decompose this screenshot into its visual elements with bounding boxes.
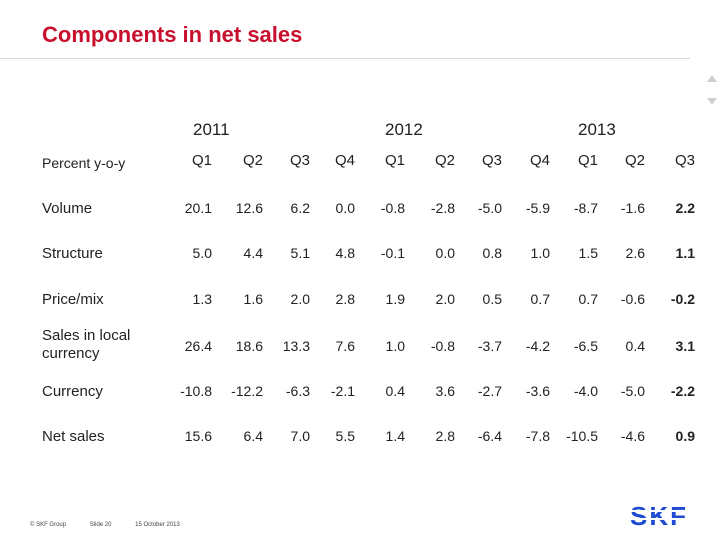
footer-company: © SKF Group [30, 522, 67, 528]
table-cell: 1.6 [243, 291, 263, 307]
table-cell: -6.3 [285, 383, 310, 399]
quarter-header: Q1 [577, 152, 598, 169]
quarter-header: Q4 [334, 152, 355, 169]
table-cell: -2.2 [670, 383, 695, 399]
table-cell: 0.7 [530, 291, 550, 307]
quarter-header: Q4 [529, 152, 550, 169]
table-cell: 13.3 [282, 338, 310, 354]
quarter-header: Q2 [624, 152, 645, 169]
table-cell: -0.2 [670, 291, 695, 307]
logo-text: SKF [630, 503, 688, 529]
table-cell: -0.8 [380, 200, 405, 216]
table-cell: -0.8 [430, 338, 455, 354]
title-divider [0, 58, 690, 59]
quarter-header: Q3 [289, 152, 310, 169]
quarter-header: Q3 [674, 152, 695, 169]
page-title: Components in net sales [42, 22, 303, 47]
table-cell: 6.4 [243, 428, 263, 444]
table-cell: 0.0 [435, 245, 455, 261]
table-cell: -1.6 [620, 200, 645, 216]
table-cell: -4.2 [525, 338, 550, 354]
table-cell: 0.4 [385, 383, 405, 399]
chevron-up-icon [707, 75, 717, 82]
table-cell: -10.5 [566, 428, 598, 444]
table-cell: -3.7 [477, 338, 502, 354]
table-cell: 7.6 [335, 338, 355, 354]
quarter-header: Q1 [384, 152, 405, 169]
table-cell: 1.9 [385, 291, 405, 307]
row-label: Structure [42, 245, 103, 262]
table-cell: 5.0 [192, 245, 212, 261]
quarter-header: Q2 [434, 152, 455, 169]
footer-date: 15 October 2013 [135, 522, 180, 528]
table-cell: 5.1 [290, 245, 310, 261]
footer: © SKF Group Slide 20 15 October 2013 [30, 522, 202, 528]
corner-label: Percent y-o-y [42, 155, 126, 171]
table-cell: -4.6 [620, 428, 645, 444]
row-label: Price/mix [42, 291, 104, 308]
table-cell: 2.2 [675, 200, 695, 216]
table-cell: 26.4 [184, 338, 212, 354]
table-cell: -0.1 [380, 245, 405, 261]
table-cell: 18.6 [235, 338, 263, 354]
table-cell: 1.5 [578, 245, 598, 261]
table-cell: -10.8 [180, 383, 212, 399]
row-label: Sales in local currency [42, 327, 131, 362]
year-header-2013: 2013 [578, 120, 616, 139]
table-cell: -5.9 [525, 200, 550, 216]
table-cell: -12.2 [231, 383, 263, 399]
table-cell: 2.0 [290, 291, 310, 307]
table-cell: 0.8 [482, 245, 502, 261]
year-header-2011: 2011 [193, 120, 230, 139]
row-label: Currency [42, 383, 103, 400]
table-cell: 0.5 [482, 291, 502, 307]
table-cell: 3.6 [435, 383, 455, 399]
table-cell: 2.8 [335, 291, 355, 307]
table-cell: -2.1 [330, 383, 355, 399]
footer-slide: Slide 20 [89, 522, 112, 528]
table-cell: 7.0 [290, 428, 310, 444]
table-cell: 4.8 [335, 245, 355, 261]
table-cell: 0.0 [335, 200, 355, 216]
table-cell: -5.0 [620, 383, 645, 399]
table-cell: 15.6 [184, 428, 212, 444]
table-cell: 0.9 [675, 428, 695, 444]
table-cell: -8.7 [573, 200, 598, 216]
row-label: Volume [42, 200, 93, 217]
table-cell: -6.4 [477, 428, 502, 444]
table-cell: -7.8 [525, 428, 550, 444]
table-cell: 3.1 [675, 338, 695, 354]
table-cell: 2.0 [435, 291, 455, 307]
table-cell: 2.8 [435, 428, 455, 444]
row-label: Net sales [42, 428, 105, 445]
table-cell: 0.4 [625, 338, 645, 354]
table-cell: 1.0 [385, 338, 405, 354]
table-cell: -0.6 [620, 291, 645, 307]
table-cell: -2.7 [477, 383, 502, 399]
table-cell: 1.0 [530, 245, 550, 261]
quarter-header: Q2 [242, 152, 263, 169]
year-header-2012: 2012 [385, 120, 423, 139]
table-cell: -3.6 [525, 383, 550, 399]
chevron-down-icon [707, 98, 717, 105]
table-cell: 1.3 [192, 291, 212, 307]
table-cell: 0.7 [578, 291, 598, 307]
table-cell: 1.4 [385, 428, 405, 444]
table-cell: -2.8 [430, 200, 455, 216]
skf-logo: SKF [618, 503, 700, 529]
quarter-header: Q1 [191, 152, 212, 169]
table-cell: 2.6 [625, 245, 645, 261]
slide-edge-decoration [706, 0, 720, 540]
table-cell: -6.5 [573, 338, 598, 354]
table-cell: 1.1 [675, 245, 695, 261]
table-cell: 12.6 [235, 200, 263, 216]
table-cell: 20.1 [184, 200, 212, 216]
table-cell: 4.4 [243, 245, 263, 261]
table-cell: -5.0 [477, 200, 502, 216]
table-cell: -4.0 [573, 383, 598, 399]
table-cell: 6.2 [290, 200, 310, 216]
quarter-header: Q3 [481, 152, 502, 169]
table-cell: 5.5 [335, 428, 355, 444]
